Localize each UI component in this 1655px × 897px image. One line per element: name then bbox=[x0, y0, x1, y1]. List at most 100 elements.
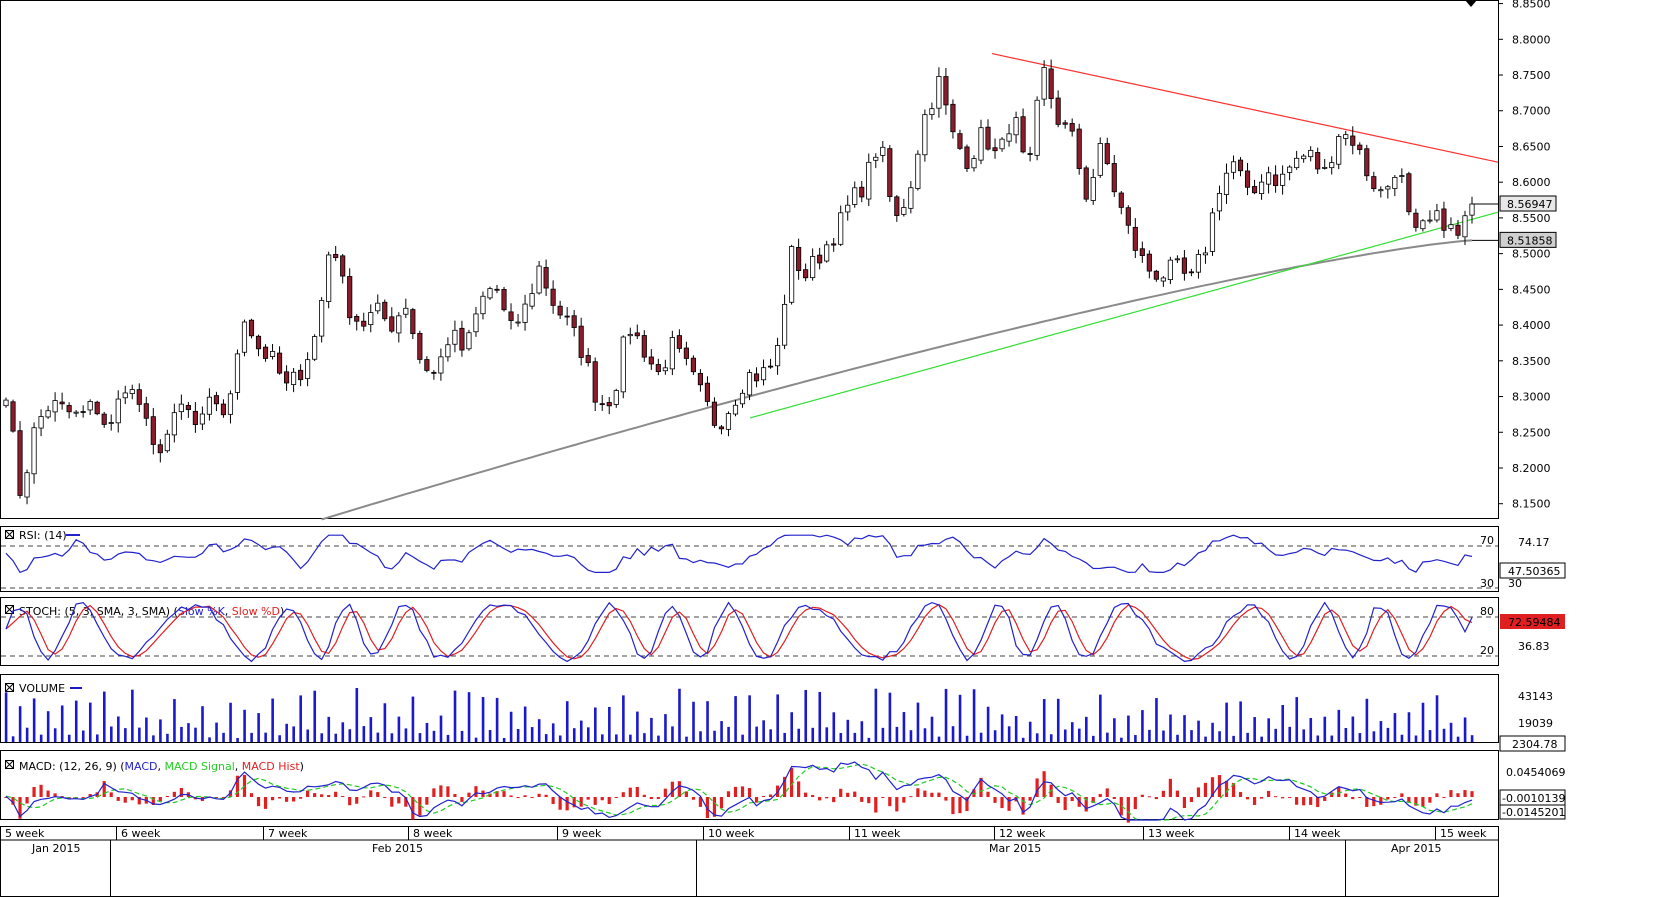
volume-bar bbox=[958, 694, 962, 742]
volume-bar bbox=[790, 712, 794, 742]
macd-hist-bar bbox=[586, 797, 590, 800]
volume-bar bbox=[811, 727, 815, 742]
macd-hist-bar bbox=[909, 796, 913, 798]
macd-hist-bar bbox=[670, 781, 674, 797]
volume-bar bbox=[201, 706, 204, 742]
volume-bar bbox=[1028, 721, 1032, 742]
candle-body bbox=[957, 133, 963, 149]
macd-hist-bar bbox=[649, 797, 653, 800]
volume-bar bbox=[1470, 735, 1474, 742]
macd-hist-bar bbox=[1203, 782, 1208, 797]
candle-body bbox=[234, 353, 241, 393]
volume-bar bbox=[1113, 718, 1116, 742]
volume-bar bbox=[1365, 698, 1369, 742]
candle-body bbox=[354, 316, 360, 322]
macd-hist-bar bbox=[1042, 771, 1046, 797]
candle-body bbox=[31, 427, 37, 475]
volume-bar bbox=[299, 695, 303, 742]
volume-bar bbox=[383, 703, 387, 742]
volume-bar bbox=[664, 714, 667, 742]
volume-bar bbox=[1211, 722, 1214, 742]
macd-hist-bar bbox=[621, 792, 625, 797]
macd-hist-bar bbox=[235, 775, 240, 797]
macd-hist-bar bbox=[867, 797, 871, 804]
macd-hist-bar bbox=[579, 797, 583, 807]
macd-hist-bar bbox=[327, 795, 331, 797]
volume-bar bbox=[909, 730, 913, 742]
candle-body bbox=[340, 255, 346, 277]
price-tick-label: 8.5000 bbox=[1512, 248, 1551, 261]
macd-hist-bar bbox=[11, 797, 15, 805]
candle-body bbox=[950, 103, 956, 133]
volume-bar bbox=[846, 719, 850, 742]
macd-hist-bar bbox=[341, 795, 345, 797]
candle-body bbox=[641, 335, 647, 358]
volume-bar bbox=[1386, 727, 1390, 742]
macd-hist-bar bbox=[747, 788, 752, 797]
volume-bar bbox=[236, 737, 239, 742]
price-tick-label: 8.8500 bbox=[1512, 0, 1551, 11]
volume-bar bbox=[1155, 698, 1158, 742]
macd-hist-bar bbox=[684, 791, 688, 797]
macd-hist-bar bbox=[656, 797, 660, 799]
volume-bar bbox=[1309, 717, 1313, 742]
candle-body bbox=[389, 316, 395, 332]
volume-bar bbox=[67, 734, 71, 742]
volume-bar bbox=[180, 726, 183, 742]
macd-hist-bar bbox=[804, 792, 808, 797]
candle-body bbox=[269, 351, 276, 357]
week-label: 14 week bbox=[1294, 827, 1341, 840]
volume-bar bbox=[1351, 716, 1355, 742]
price-tick-label: 8.4000 bbox=[1512, 319, 1551, 332]
sma-value-tag bbox=[1499, 231, 1557, 248]
macd-hist-bar bbox=[334, 791, 338, 797]
macd-hist-bar bbox=[488, 793, 492, 797]
macd-hist-bar bbox=[249, 793, 254, 797]
candle-body bbox=[676, 335, 682, 349]
volume-bar bbox=[39, 734, 43, 742]
macd-hist-bar bbox=[965, 797, 969, 812]
volume-bar bbox=[734, 696, 737, 742]
volume-bar bbox=[1358, 733, 1362, 742]
volume-bar bbox=[832, 712, 836, 742]
candle-body bbox=[1160, 277, 1166, 282]
stoch-panel: STOCH: (5, 3, SMA, 3, SMA) (Slow %K, Slo… bbox=[1, 601, 1565, 663]
candle-body bbox=[319, 300, 325, 337]
volume-bar bbox=[979, 732, 983, 742]
candle-body bbox=[908, 187, 914, 209]
volume-bar bbox=[138, 727, 141, 742]
candle-body bbox=[59, 401, 65, 405]
week-label: 9 week bbox=[562, 827, 602, 840]
candle-body bbox=[529, 293, 535, 307]
resistance-line bbox=[991, 52, 1499, 163]
macd-hist-bar bbox=[1175, 790, 1179, 797]
macd-hist-bar bbox=[172, 791, 176, 797]
volume-bar bbox=[131, 689, 134, 742]
volume-bar bbox=[1239, 701, 1242, 742]
volume-bar bbox=[1035, 733, 1039, 742]
macd-hist-bar bbox=[1470, 791, 1474, 797]
candle-body bbox=[1062, 122, 1068, 125]
volume-bar bbox=[1267, 718, 1270, 742]
volume-bar bbox=[460, 730, 464, 742]
macd-hist-bar bbox=[158, 797, 162, 802]
candle-body bbox=[403, 307, 409, 315]
rsi-level-70-label: 70 bbox=[1480, 534, 1494, 547]
candle-body bbox=[1280, 173, 1286, 186]
candle-body bbox=[739, 392, 746, 405]
time-axis: 5 week 6 week 7 week 8 week 9 week 10 week 11 … bbox=[0, 827, 1498, 897]
macd-hist-bar bbox=[1302, 797, 1306, 806]
volume-bar bbox=[390, 733, 394, 742]
volume-bar bbox=[776, 694, 779, 742]
candle-body bbox=[185, 405, 191, 411]
macd-hist-bar bbox=[972, 789, 976, 797]
volume-bar bbox=[1260, 736, 1263, 742]
candle-body bbox=[1329, 162, 1335, 169]
macd-hist-bar bbox=[754, 797, 759, 803]
month-label: Jan 2015 bbox=[31, 842, 80, 855]
candle-body bbox=[1469, 203, 1475, 216]
candle-body bbox=[101, 413, 107, 425]
volume-bar bbox=[986, 706, 990, 742]
volume-bar bbox=[110, 726, 113, 742]
candle-body bbox=[599, 403, 605, 406]
